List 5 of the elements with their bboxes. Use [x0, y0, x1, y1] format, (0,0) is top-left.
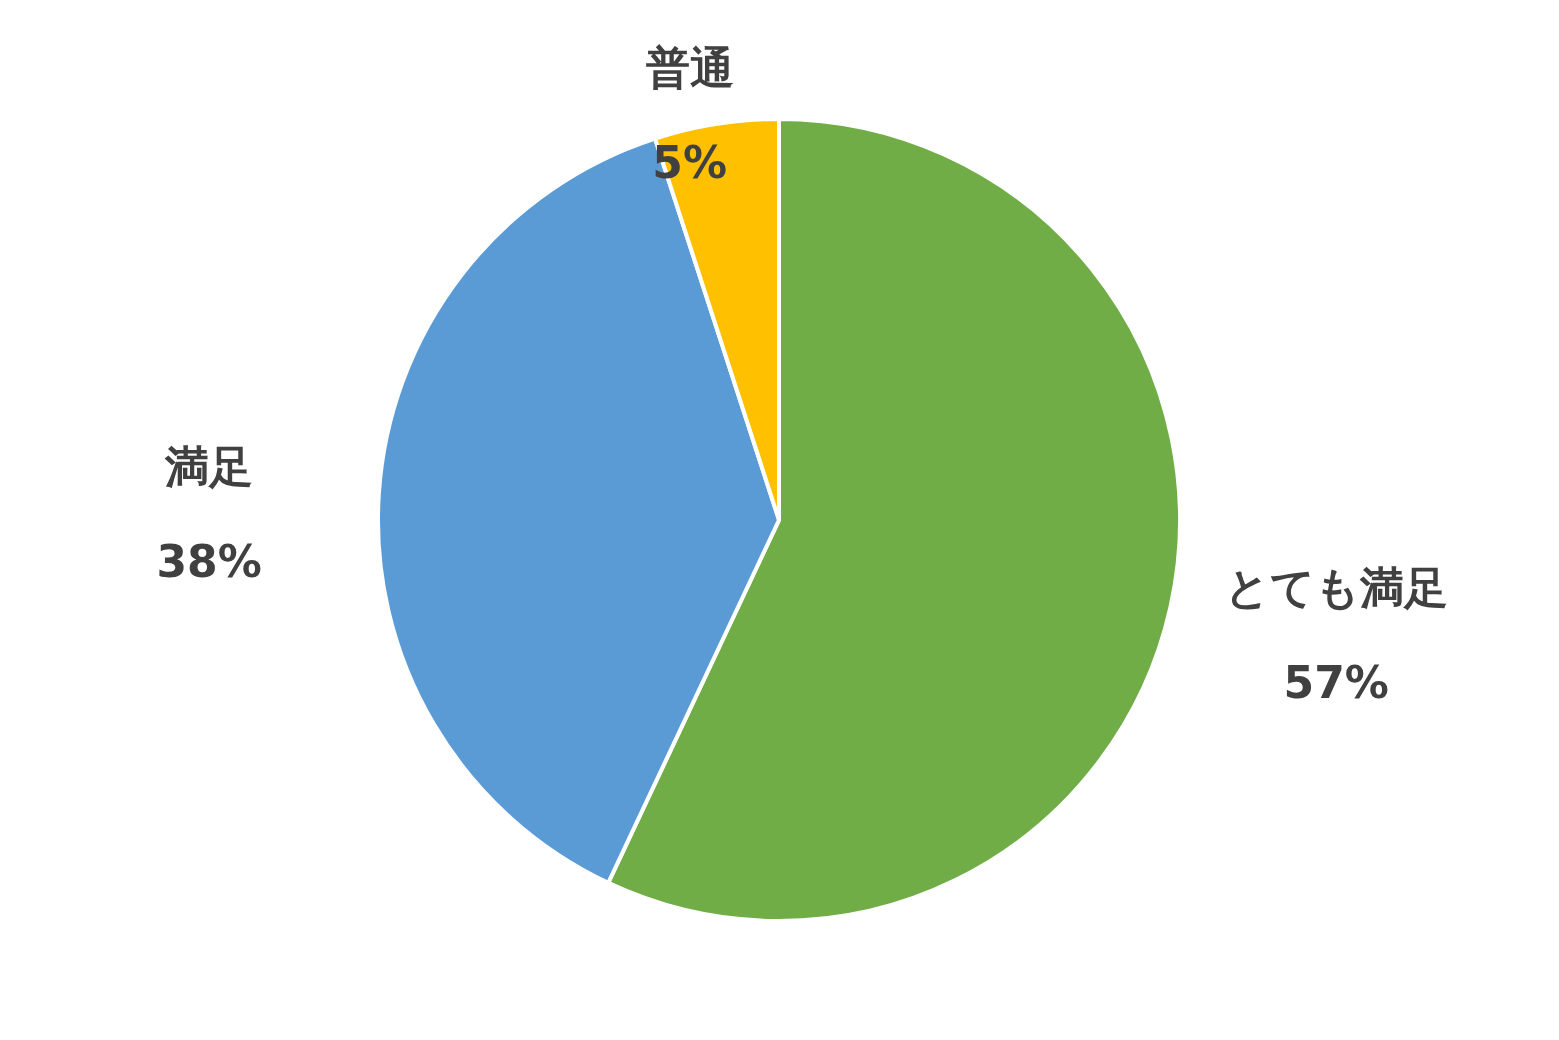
- slice-label: とても満足: [1224, 562, 1448, 614]
- slice-label: 普通: [645, 42, 734, 94]
- data-label: 57%: [1283, 656, 1389, 708]
- slice-label: 満足: [164, 440, 254, 492]
- data-label: 38%: [156, 535, 262, 587]
